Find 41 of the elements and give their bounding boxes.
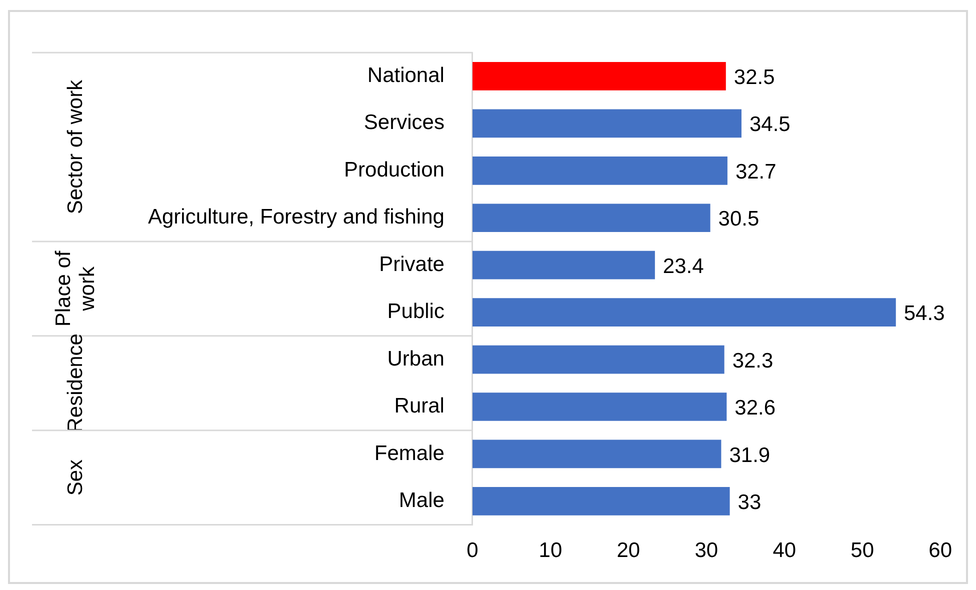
- data-label: 32.6: [734, 396, 776, 420]
- y-tick-label: Urban: [387, 347, 444, 370]
- bar: [472, 109, 742, 138]
- y-tick-label: Agriculture, Forestry and fishing: [148, 206, 444, 229]
- data-label: 30.5: [718, 208, 760, 231]
- text: Residence: [64, 334, 87, 433]
- text: Place of work: [52, 250, 99, 327]
- x-tick-label: 50: [850, 539, 874, 562]
- data-label: 32.7: [735, 160, 776, 184]
- data-label: 32.5: [734, 66, 775, 90]
- data-label: 54.3: [904, 302, 945, 326]
- data-label: 34.5: [749, 113, 790, 136]
- text: Sector of work: [64, 79, 87, 214]
- y-tick-label: Services: [364, 111, 444, 134]
- bar: [472, 156, 728, 185]
- bar: [472, 62, 726, 90]
- bar: [472, 345, 724, 374]
- text: Sex: [64, 458, 87, 496]
- data-label: 32.3: [732, 349, 774, 372]
- y-tick-label: Private: [379, 252, 444, 276]
- x-tick-label: 10: [538, 539, 562, 562]
- bar: [472, 250, 655, 280]
- y-tick-label: Female: [374, 442, 444, 465]
- bar: [472, 392, 727, 421]
- x-tick-label: 20: [616, 539, 640, 562]
- x-tick-label: 60: [928, 539, 952, 562]
- y-tick-label: Rural: [394, 394, 444, 418]
- bar: [472, 204, 710, 232]
- bar: [472, 440, 722, 468]
- y-tick-label: Public: [387, 300, 444, 324]
- x-tick-label: 0: [466, 539, 478, 562]
- x-tick-label: 30: [694, 539, 718, 562]
- y-tick-label: Production: [344, 158, 444, 182]
- data-label: 31.9: [729, 444, 770, 467]
- bar: [472, 487, 730, 516]
- data-label: 33: [738, 490, 762, 514]
- x-tick-label: 40: [772, 539, 796, 562]
- y-tick-label: Male: [398, 488, 444, 512]
- y-tick-label: National: [367, 64, 444, 88]
- bar: [472, 298, 896, 326]
- data-label: 23.4: [662, 254, 704, 278]
